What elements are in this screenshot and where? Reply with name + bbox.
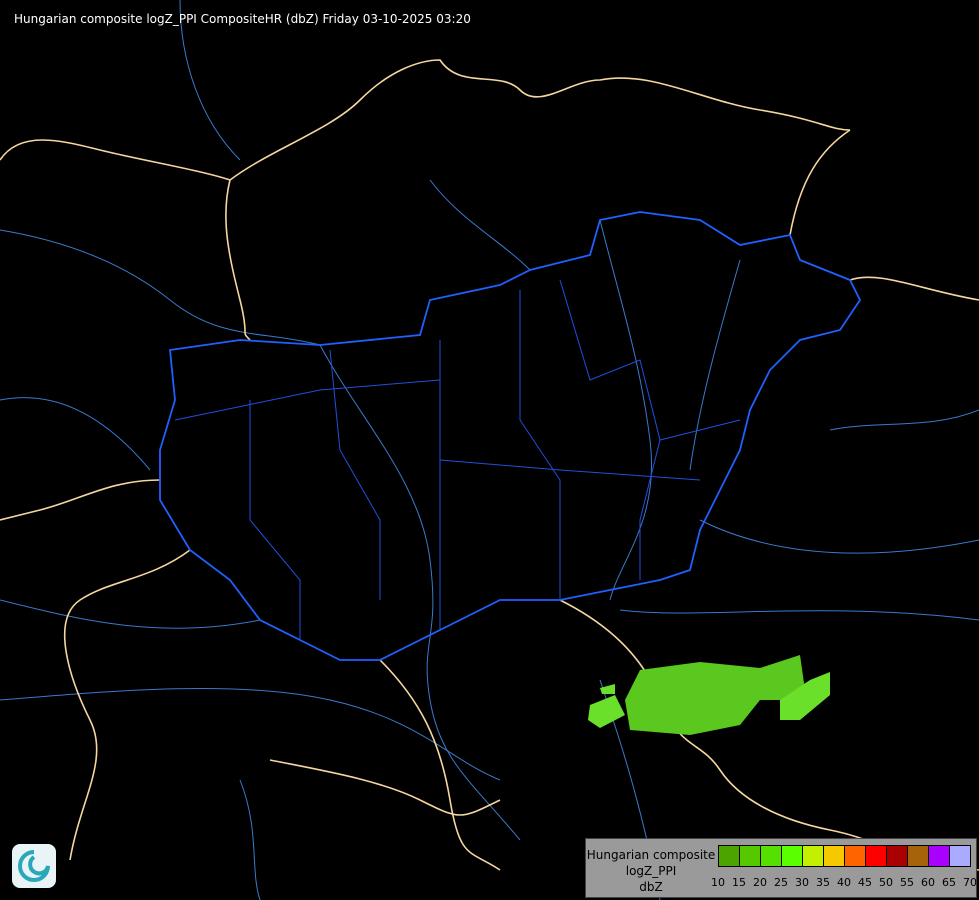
color-swatch	[887, 846, 908, 866]
color-swatch	[782, 846, 803, 866]
tick-label: 10	[711, 876, 725, 889]
color-swatch	[950, 846, 970, 866]
color-swatch	[740, 846, 761, 866]
legend-line: logZ_PPI	[625, 864, 677, 878]
color-swatch	[929, 846, 950, 866]
color-scale-ticks: 10 15 20 25 30 35 40 45 50 55 60 65 70	[710, 876, 977, 892]
tick-label: 45	[858, 876, 872, 889]
country-borders	[0, 59, 979, 871]
color-swatch	[761, 846, 782, 866]
dbz-legend: Hungarian composite logZ_PPI dbZ 10 15 20 2…	[585, 838, 977, 898]
county-borders	[174, 279, 741, 640]
legend-line: dbZ	[639, 880, 663, 894]
tick-label: 35	[816, 876, 830, 889]
tick-label: 55	[900, 876, 914, 889]
color-swatch	[824, 846, 845, 866]
tick-label: 70	[963, 876, 977, 889]
legend-line: Hungarian composite	[586, 848, 716, 862]
hungary-border	[159, 211, 862, 661]
color-swatch	[866, 846, 887, 866]
tick-label: 50	[879, 876, 893, 889]
tick-label: 65	[942, 876, 956, 889]
tick-label: 60	[921, 876, 935, 889]
color-swatch	[719, 846, 740, 866]
tick-label: 20	[753, 876, 767, 889]
color-swatch	[803, 846, 824, 866]
tick-label: 15	[732, 876, 746, 889]
color-scale	[718, 845, 971, 867]
color-swatch	[908, 846, 929, 866]
meteorological-service-logo	[12, 844, 56, 888]
radar-echoes	[588, 655, 830, 735]
tick-label: 30	[795, 876, 809, 889]
color-swatch	[845, 846, 866, 866]
tick-label: 40	[837, 876, 851, 889]
tick-label: 25	[774, 876, 788, 889]
map-title: Hungarian composite logZ_PPI CompositeHR…	[14, 12, 471, 26]
